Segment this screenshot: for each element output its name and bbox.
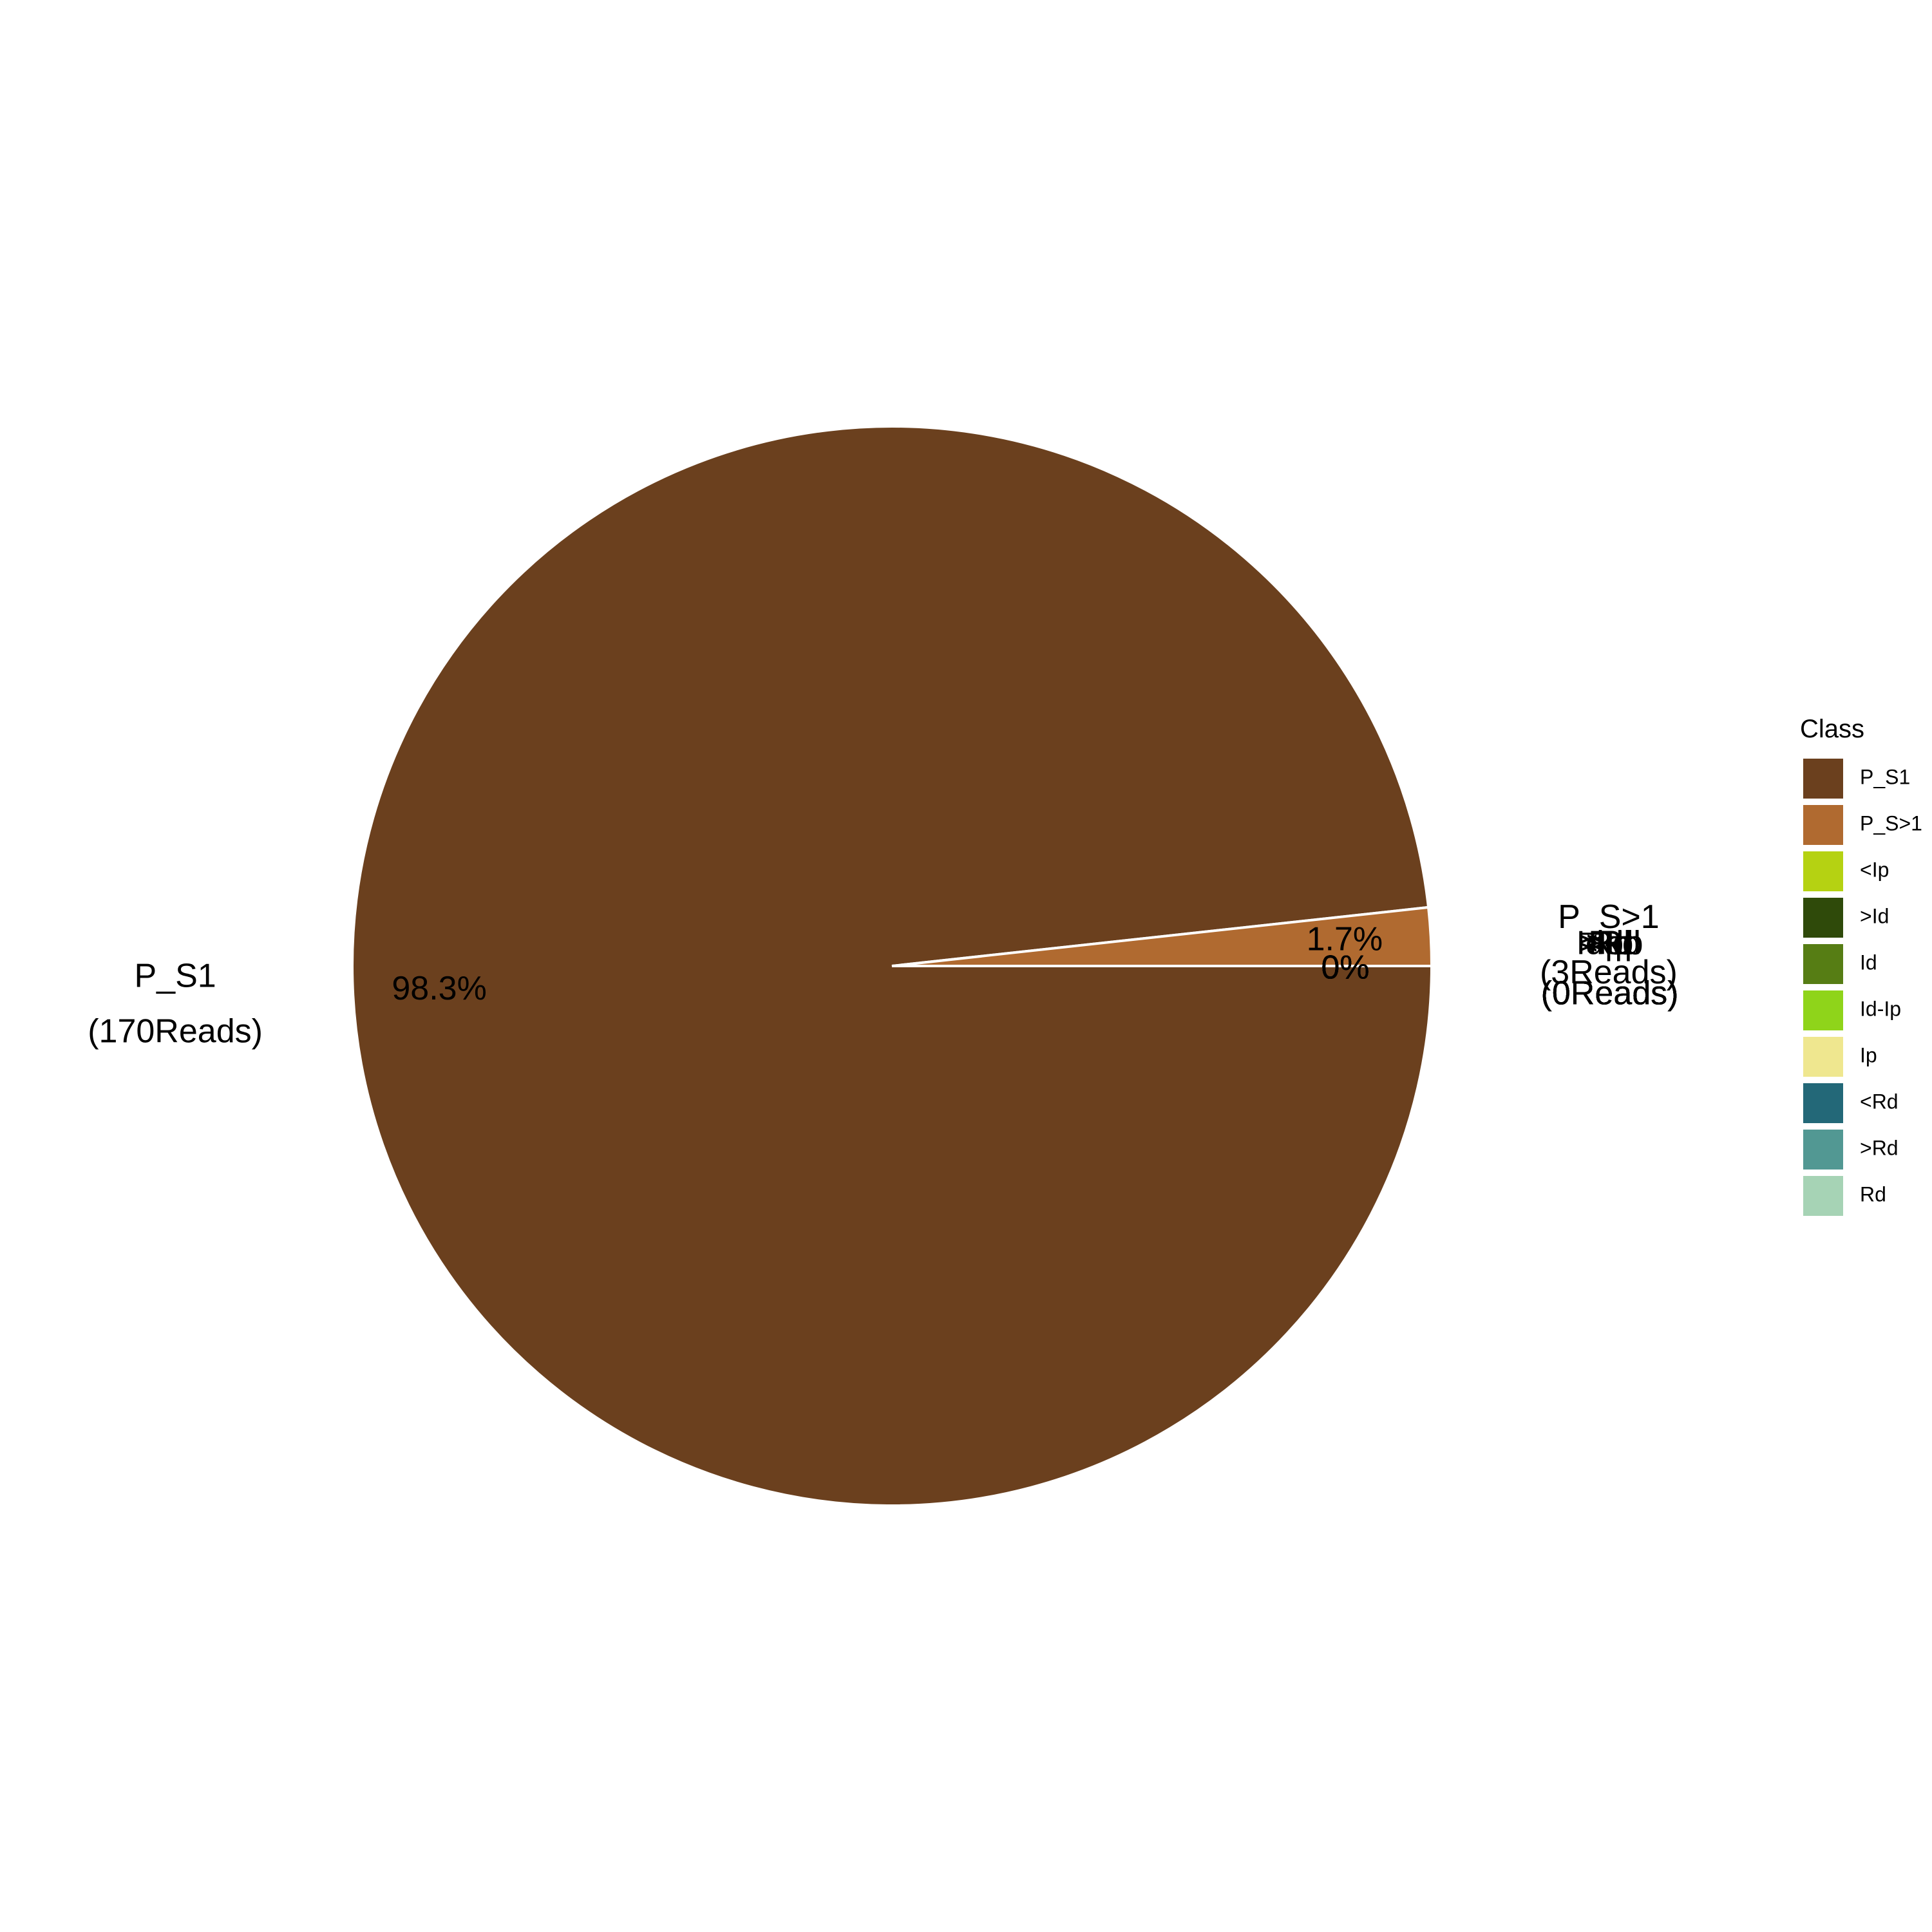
percent-label-lt-rd: 0% — [1321, 949, 1369, 987]
reads-label-id-ip: (0Reads) — [1541, 975, 1679, 1012]
legend-key-id — [1803, 944, 1843, 984]
percent-label-ip: 0% — [1321, 949, 1369, 987]
reads-label-p-sgt-1: (3Reads) — [1540, 954, 1678, 991]
reads-label-p-s1: (170Reads) — [88, 1012, 263, 1050]
legend-label-lt-ip: <Ip — [1860, 858, 1889, 881]
class-label-lt-ip: <Ip — [1586, 925, 1634, 962]
reads-label-gt-rd: (0Reads) — [1541, 975, 1679, 1012]
percent-label-p-sgt-1: 1.7% — [1307, 920, 1383, 958]
legend-label-lt-rd: <Rd — [1860, 1090, 1899, 1113]
legend-label-id-ip: Id-Ip — [1860, 997, 1901, 1020]
class-label-ip: Ip — [1596, 925, 1624, 962]
legend-key-p-sgt-1 — [1803, 805, 1843, 845]
reads-label-rd: (0Reads) — [1541, 975, 1679, 1012]
legend-key-gt-rd — [1803, 1130, 1843, 1170]
legend-label-ip: Ip — [1860, 1043, 1877, 1066]
legend-key-lt-ip — [1803, 851, 1843, 891]
reads-label-lt-rd: (0Reads) — [1541, 975, 1679, 1012]
legend-label-gt-rd: >Rd — [1860, 1136, 1899, 1159]
legend-key-id-ip — [1803, 990, 1843, 1030]
percent-label-gt-id: 0% — [1321, 949, 1369, 987]
class-label-gt-id: >Id — [1586, 925, 1634, 962]
class-label-id-ip: Id-Ip — [1576, 925, 1643, 962]
legend-key-gt-id — [1803, 898, 1843, 938]
percent-label-gt-rd: 0% — [1321, 949, 1369, 987]
reads-label-lt-ip: (0Reads) — [1541, 975, 1679, 1012]
reads-label-ip: (0Reads) — [1541, 975, 1679, 1012]
legend: Class P_S1 P_S>1 <Ip >Id Id Id-Ip Ip <Rd >Rd Rd — [1800, 715, 1922, 1216]
class-label-id: Id — [1596, 925, 1624, 962]
reads-label-gt-id: (0Reads) — [1541, 975, 1679, 1012]
legend-title: Class — [1800, 715, 1864, 743]
legend-items: P_S1 P_S>1 <Ip >Id Id Id-Ip Ip <Rd >Rd Rd — [1803, 759, 1922, 1216]
class-label-lt-rd: <Rd — [1578, 925, 1641, 962]
legend-key-rd — [1803, 1176, 1843, 1216]
percent-label-lt-ip: 0% — [1321, 949, 1369, 987]
pie-slices — [351, 425, 1434, 1507]
legend-label-id: Id — [1860, 951, 1877, 974]
legend-label-rd: Rd — [1860, 1182, 1886, 1206]
class-label-p-s1: P_S1 — [134, 957, 216, 994]
percent-label-id-ip: 0% — [1321, 949, 1369, 987]
class-label-rd: Rd — [1588, 925, 1631, 962]
pie-labels: 98.3% P_S1 (170Reads) 1.7% P_S>1 (3Reads) 0% <I… — [88, 898, 1678, 1050]
percent-label-id: 0% — [1321, 949, 1369, 987]
legend-label-p-sgt-1: P_S>1 — [1860, 811, 1922, 835]
percent-label-p-s1: 98.3% — [392, 970, 486, 1007]
class-label-gt-rd: >Rd — [1578, 925, 1641, 962]
class-label-p-sgt-1: P_S>1 — [1558, 898, 1660, 936]
legend-label-p-s1: P_S1 — [1860, 765, 1910, 788]
legend-key-p-s1 — [1803, 759, 1843, 799]
percent-label-rd: 0% — [1321, 949, 1369, 987]
reads-label-id: (0Reads) — [1541, 975, 1679, 1012]
legend-key-ip — [1803, 1037, 1843, 1077]
legend-label-gt-id: >Id — [1860, 904, 1889, 927]
legend-key-lt-rd — [1803, 1083, 1843, 1123]
